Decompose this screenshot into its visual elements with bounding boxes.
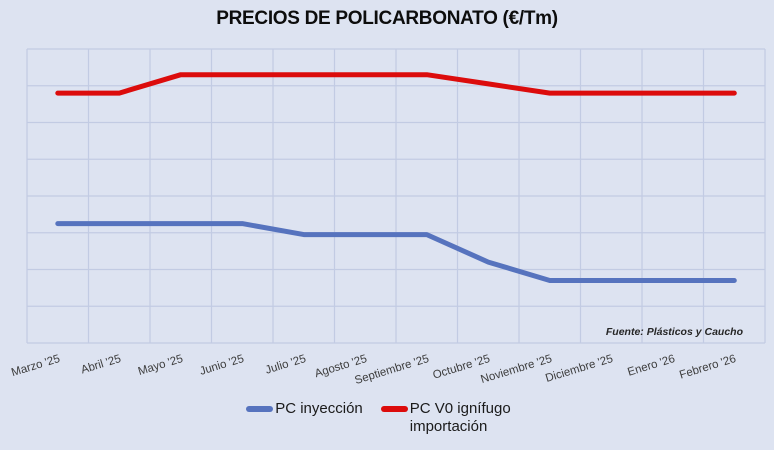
series-line-0 <box>55 221 737 283</box>
legend-swatch-icon <box>380 406 408 412</box>
source-note: Fuente: Plásticos y Caucho <box>605 326 743 338</box>
legend-item-0: PC inyección <box>246 400 363 418</box>
legend: PC inyección PC V0 ignífugo importación <box>0 400 774 435</box>
legend-item-1: PC V0 ignífugo importación <box>380 400 528 435</box>
legend-label: PC V0 ignífugo importación <box>409 400 511 435</box>
series-line-1 <box>55 72 737 96</box>
legend-label: PC inyección <box>275 400 363 417</box>
legend-swatch-icon <box>246 406 274 412</box>
chart-title: PRECIOS DE POLICARBONATO (€/Tm) <box>216 8 558 29</box>
